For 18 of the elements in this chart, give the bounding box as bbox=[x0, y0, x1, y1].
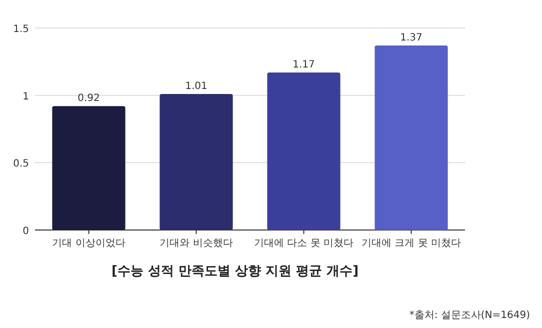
bar bbox=[267, 72, 340, 230]
data-label: 0.92 bbox=[78, 93, 100, 104]
x-tick-label: 기대에 다소 못 미쳤다 bbox=[254, 238, 354, 249]
x-tick-label: 기대 이상이었다 bbox=[52, 238, 126, 249]
x-tick-label: 기대에 크게 못 미쳤다 bbox=[361, 238, 462, 249]
bar bbox=[374, 46, 448, 230]
data-label: 1.37 bbox=[400, 32, 422, 44]
y-tick-label: 1.5 bbox=[13, 24, 29, 35]
y-tick-label: 0.5 bbox=[13, 158, 29, 170]
y-tick-label: 0 bbox=[22, 226, 29, 237]
data-label: 1.01 bbox=[185, 80, 208, 92]
y-tick-label: 1 bbox=[22, 91, 29, 102]
x-tick-label: 기대와 비슷했다 bbox=[160, 238, 233, 249]
bar bbox=[160, 94, 233, 230]
data-label: 1.17 bbox=[292, 59, 315, 70]
text: *출처: 설문조사(N=1649) bbox=[409, 310, 530, 321]
bar bbox=[52, 106, 126, 230]
text: [수능 성적 만족도별 상향 지원 평균 개수] bbox=[111, 264, 359, 279]
